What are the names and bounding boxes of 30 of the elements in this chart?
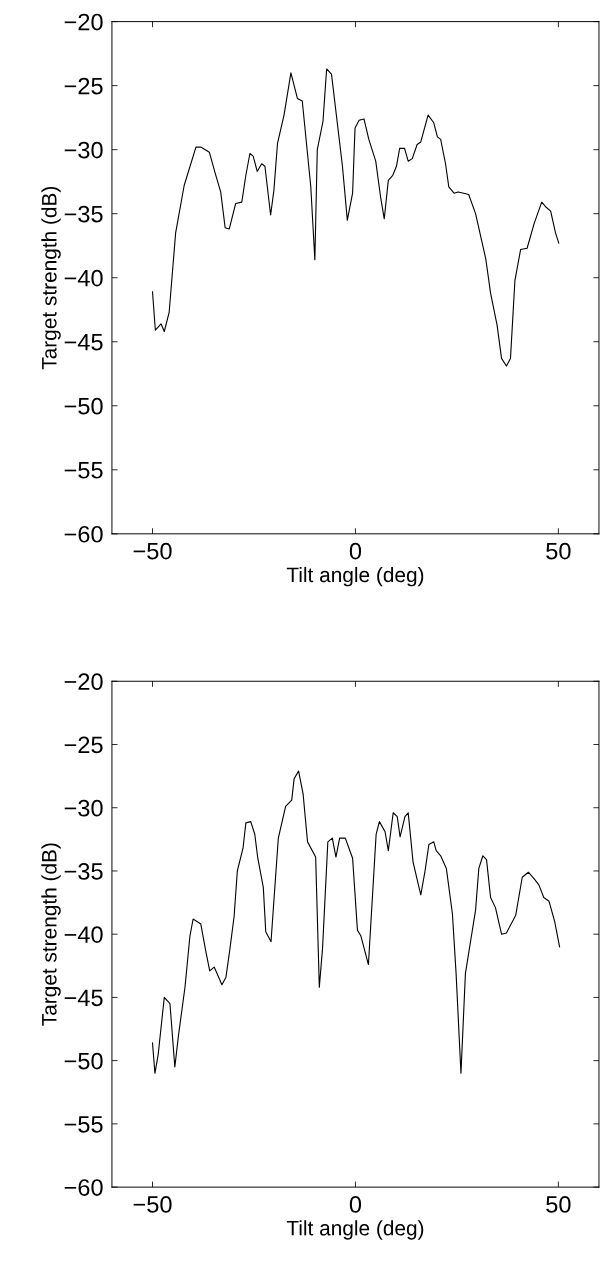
- y-tick-label: −40: [64, 926, 103, 943]
- y-tick-label: −60: [64, 1179, 103, 1196]
- y-tick-label: −30: [64, 141, 103, 159]
- y-axis-title: Target strength (dB): [41, 843, 61, 1026]
- x-tick-label: 50: [546, 1196, 571, 1213]
- y-tick-label: −40: [64, 269, 103, 287]
- y-axis-title: Target strength (dB): [41, 186, 61, 370]
- x-tick-label: −50: [133, 542, 172, 560]
- y-tick-label: −55: [64, 1116, 103, 1133]
- x-tick-label: −50: [133, 1196, 172, 1213]
- y-tick-label: −20: [64, 13, 103, 31]
- x-tick-label: 50: [546, 542, 571, 560]
- x-axis-title: Tilt angle (deg): [286, 566, 424, 587]
- y-tick-label: −35: [64, 863, 103, 880]
- x-axis-title: Tilt angle (deg): [286, 1220, 424, 1240]
- x-tick-label: 0: [349, 1196, 362, 1213]
- y-tick-label: −45: [64, 989, 103, 1007]
- y-tick-label: −20: [64, 673, 103, 691]
- y-tick-label: −25: [64, 77, 103, 95]
- line-series: [151, 770, 561, 1074]
- y-tick-label: −50: [64, 1052, 103, 1070]
- x-tick-label: 0: [349, 542, 362, 560]
- y-tick-label: −50: [64, 397, 103, 415]
- y-tick-label: −25: [64, 736, 103, 754]
- y-tick-label: −45: [64, 334, 103, 351]
- line-series: [151, 68, 560, 367]
- y-tick-label: −30: [64, 799, 103, 817]
- y-tick-label: −60: [64, 525, 103, 543]
- y-tick-label: −35: [64, 205, 103, 223]
- y-tick-label: −55: [64, 462, 103, 479]
